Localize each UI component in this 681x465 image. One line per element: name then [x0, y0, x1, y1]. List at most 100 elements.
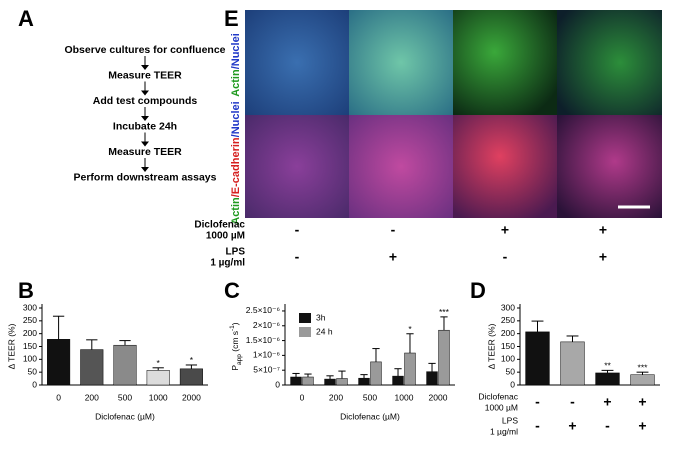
- micrograph: [349, 115, 453, 218]
- significance: ***: [638, 362, 649, 372]
- micrograph: [349, 10, 453, 115]
- condition-sign: +: [389, 249, 397, 265]
- condition-sign: -: [535, 418, 540, 434]
- flow-step: Incubate 24h: [113, 120, 177, 132]
- y-tick-label: 1×10⁻⁶: [253, 350, 280, 360]
- micrograph: [453, 115, 557, 218]
- condition-sign: +: [603, 394, 611, 410]
- y-tick-label: 300: [23, 302, 37, 312]
- panel-label: D: [470, 278, 486, 303]
- panel-label: A: [18, 6, 34, 31]
- channel-name: Actin: [230, 69, 242, 97]
- panel-label: C: [224, 278, 240, 303]
- y-label-part: (cm s: [230, 331, 240, 354]
- x-axis-label: Diclofenac (µM): [95, 411, 155, 421]
- bar: [525, 331, 550, 386]
- significance: **: [604, 361, 611, 371]
- condition-sign: -: [570, 394, 575, 410]
- bar: [595, 372, 620, 386]
- y-tick-label: 200: [23, 328, 37, 338]
- y-tick-label: 5×10⁻⁷: [253, 364, 280, 374]
- condition-label: Diclofenac: [194, 220, 245, 231]
- y-label-part: P: [230, 365, 240, 371]
- y-label-part: app: [236, 354, 243, 365]
- bar: [324, 378, 336, 386]
- condition-sign: +: [638, 418, 646, 434]
- condition-sign: +: [501, 222, 509, 238]
- y-label-part: -1: [229, 325, 236, 331]
- bar: [113, 344, 137, 386]
- significance: *: [408, 324, 412, 334]
- condition-sign: -: [295, 249, 300, 265]
- y-tick-label: 50: [506, 366, 516, 376]
- channel-name: /E-cadherin: [230, 137, 242, 197]
- legend-label: 24 h: [316, 326, 333, 336]
- condition-label: Diclofenac: [478, 391, 518, 401]
- x-tick-label: 0: [300, 392, 305, 402]
- bar: [426, 371, 438, 386]
- x-tick-label: 500: [118, 392, 132, 402]
- bar: [404, 352, 416, 386]
- bar: [370, 361, 382, 386]
- arrow-head: [141, 65, 149, 70]
- channel-name: /Nuclei: [230, 33, 242, 69]
- arrow-head: [141, 167, 149, 172]
- x-tick-label: 500: [363, 392, 377, 402]
- y-tick-label: 100: [23, 354, 37, 364]
- flow-step: Measure TEER: [108, 69, 182, 81]
- y-axis-label: Papp (cm s-1): [229, 322, 243, 370]
- y-axis-label: Δ TEER (%): [486, 323, 496, 369]
- legend-swatch: [299, 313, 311, 323]
- condition-sign: +: [568, 418, 576, 434]
- bar: [302, 376, 314, 386]
- panel-label: B: [18, 278, 34, 303]
- channel-label: Actin/E-cadherin/Nuclei: [230, 101, 242, 224]
- bar: [438, 329, 450, 386]
- arrow-head: [141, 116, 149, 121]
- condition-label: 1000 µM: [485, 402, 518, 412]
- condition-label: 1 µg/ml: [210, 258, 245, 269]
- y-tick-label: 100: [501, 354, 515, 364]
- panel-label: E: [224, 6, 239, 31]
- bar: [179, 368, 203, 386]
- bar: [560, 341, 585, 386]
- condition-sign: -: [503, 249, 508, 265]
- y-tick-label: 1.5×10⁻⁶: [246, 335, 280, 345]
- y-tick-label: 0: [32, 379, 37, 389]
- condition-sign: -: [605, 418, 610, 434]
- y-tick-label: 2.5×10⁻⁶: [246, 305, 280, 315]
- flow-step: Measure TEER: [108, 146, 182, 158]
- arrow-head: [141, 90, 149, 96]
- y-tick-label: 250: [501, 315, 515, 325]
- condition-sign: +: [599, 222, 607, 238]
- condition-label: LPS: [226, 247, 246, 258]
- significance: *: [157, 358, 161, 368]
- micrograph: [245, 115, 349, 218]
- channel-name: /Nuclei: [230, 101, 242, 137]
- micrographs: [245, 10, 662, 218]
- significance: ***: [439, 307, 450, 317]
- y-label-part: ): [230, 322, 240, 325]
- arrow-head: [141, 141, 149, 147]
- flow-step: Add test compounds: [93, 95, 198, 107]
- y-tick-label: 50: [28, 366, 38, 376]
- y-tick-label: 150: [23, 341, 37, 351]
- micrograph: [557, 10, 662, 115]
- condition-sign: -: [295, 222, 300, 238]
- x-tick-label: 2000: [182, 392, 201, 402]
- bar: [336, 378, 348, 386]
- y-axis-label: Δ TEER (%): [6, 323, 16, 369]
- legend-label: 3h: [316, 312, 326, 322]
- x-tick-label: 2000: [429, 392, 448, 402]
- y-tick-label: 250: [23, 315, 37, 325]
- flow-step: Observe cultures for confluence: [64, 44, 225, 56]
- bar: [358, 377, 370, 386]
- condition-sign: +: [599, 249, 607, 265]
- significance: *: [190, 355, 194, 365]
- y-tick-label: 150: [501, 341, 515, 351]
- bar: [146, 370, 170, 386]
- condition-sign: +: [638, 394, 646, 410]
- micrograph: [557, 115, 662, 218]
- condition-label: 1000 µM: [206, 231, 245, 242]
